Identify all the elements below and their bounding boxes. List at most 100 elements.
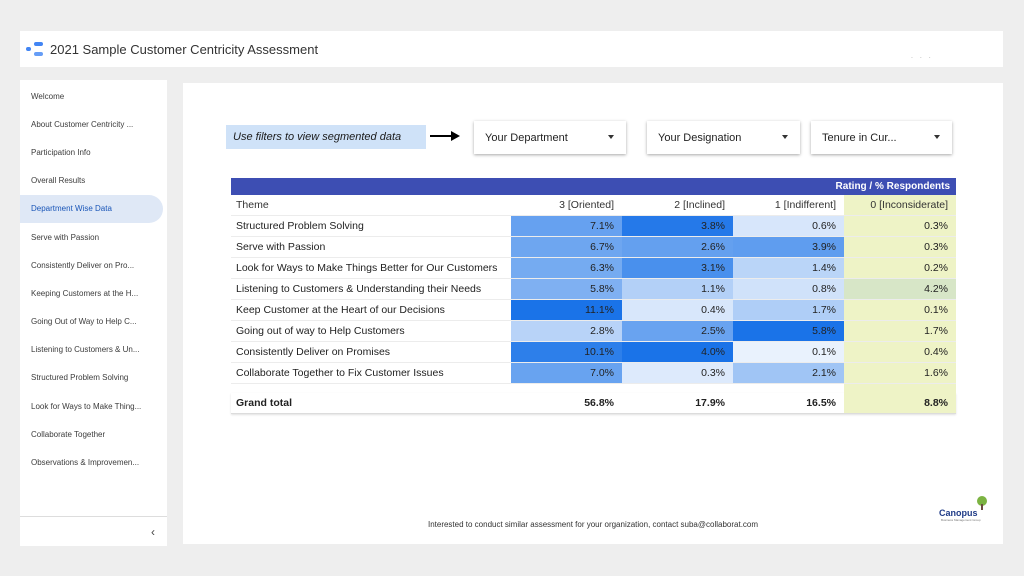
value-cell-indifferent: 0.8% bbox=[733, 279, 844, 299]
value-cell-indifferent: 0.1% bbox=[733, 342, 844, 362]
theme-cell: Structured Problem Solving bbox=[236, 220, 364, 232]
filter-label: Tenure in Cur... bbox=[822, 131, 897, 144]
value-cell-oriented: 2.8% bbox=[511, 321, 622, 341]
filter-dropdown-tenure[interactable]: Tenure in Cur... bbox=[811, 121, 952, 154]
table-row: Look for Ways to Make Things Better for … bbox=[231, 258, 956, 279]
value-cell-inclined: 3.1% bbox=[622, 258, 733, 278]
sidebar-item-structured-problem-solving[interactable]: Structured Problem Solving bbox=[31, 373, 129, 383]
table-row: Serve with Passion 6.7% 2.6% 3.9% 0.3% bbox=[231, 237, 956, 258]
value-cell-indifferent: 1.7% bbox=[733, 300, 844, 320]
column-header-inclined[interactable]: 2 [Inclined] bbox=[674, 199, 725, 211]
footer-contact-text: Interested to conduct similar assessment… bbox=[427, 520, 759, 529]
sidebar-item-about-customer-centricity[interactable]: About Customer Centricity ... bbox=[31, 119, 134, 129]
arrow-right-icon bbox=[430, 131, 460, 141]
value-cell-inconsiderate: 0.3% bbox=[844, 237, 956, 257]
table-row: Structured Problem Solving 7.1% 3.8% 0.6% 0.… bbox=[231, 216, 956, 237]
table-row: Going out of way to Help Customers 2.8% 2.… bbox=[231, 321, 956, 342]
table-row: Consistently Deliver on Promises 10.1% 4.0… bbox=[231, 342, 956, 363]
looker-studio-logo-icon bbox=[26, 40, 44, 58]
value-cell-oriented: 10.1% bbox=[511, 342, 622, 362]
value-cell-indifferent: 0.6% bbox=[733, 216, 844, 236]
value-cell-indifferent: 3.9% bbox=[733, 237, 844, 257]
filter-dropdown-department[interactable]: Your Department bbox=[474, 121, 626, 154]
value-cell-inclined: 4.0% bbox=[622, 342, 733, 362]
value-cell-oriented: 5.8% bbox=[511, 279, 622, 299]
header-ellipsis: · · · bbox=[910, 53, 933, 62]
value-cell-indifferent: 2.1% bbox=[733, 363, 844, 383]
theme-cell: Collaborate Together to Fix Customer Iss… bbox=[236, 367, 444, 379]
theme-cell: Keep Customer at the Heart of our Decisi… bbox=[236, 304, 445, 316]
sidebar-item-observations-improvemen[interactable]: Observations & Improvemen... bbox=[31, 458, 140, 468]
grand-total-row: Grand total 56.8% 17.9% 16.5% 8.8% bbox=[231, 393, 956, 414]
tree-icon bbox=[977, 496, 987, 510]
value-cell-oriented: 7.1% bbox=[511, 216, 622, 236]
table-row: Keep Customer at the Heart of our Decisi… bbox=[231, 300, 956, 321]
grand-total-label: Grand total bbox=[236, 397, 293, 409]
sidebar-item-department-wise-data[interactable]: Department Wise Data bbox=[20, 194, 163, 223]
column-header-inconsiderate[interactable]: 0 [Inconsiderate] bbox=[844, 195, 956, 215]
column-header-theme[interactable]: Theme bbox=[236, 199, 269, 211]
value-cell-inconsiderate: 0.1% bbox=[844, 300, 956, 320]
table-row: Listening to Customers & Understanding t… bbox=[231, 279, 956, 300]
grand-total-inclined: 17.9% bbox=[695, 397, 725, 409]
report-title: 2021 Sample Customer Centricity Assessme… bbox=[50, 41, 319, 57]
value-cell-oriented: 11.1% bbox=[511, 300, 622, 320]
sidebar-item-listening-to-customers-un[interactable]: Listening to Customers & Un... bbox=[31, 345, 140, 355]
filter-dropdown-designation[interactable]: Your Designation bbox=[647, 121, 800, 154]
table-column-headers: Theme 3 [Oriented] 2 [Inclined] 1 [Indif… bbox=[231, 195, 956, 216]
value-cell-inclined: 2.6% bbox=[622, 237, 733, 257]
sidebar: Welcome About Customer Centricity ... Part… bbox=[20, 80, 167, 546]
sidebar-item-serve-with-passion[interactable]: Serve with Passion bbox=[31, 232, 100, 242]
sidebar-item-participation-info[interactable]: Participation Info bbox=[31, 147, 91, 157]
value-cell-indifferent: 5.8% bbox=[733, 321, 844, 341]
theme-cell: Going out of way to Help Customers bbox=[236, 325, 405, 337]
theme-cell: Serve with Passion bbox=[236, 241, 326, 253]
sidebar-item-welcome[interactable]: Welcome bbox=[31, 91, 65, 101]
sidebar-item-overall-results[interactable]: Overall Results bbox=[31, 176, 86, 186]
table-header-title: Rating / % Respondents bbox=[231, 178, 956, 195]
value-cell-inclined: 1.1% bbox=[622, 279, 733, 299]
column-header-oriented[interactable]: 3 [Oriented] bbox=[559, 199, 614, 211]
value-cell-inclined: 2.5% bbox=[622, 321, 733, 341]
sidebar-item-going-out-of-way-to-help-c[interactable]: Going Out of Way to Help C... bbox=[31, 317, 137, 327]
chevron-left-icon: ‹ bbox=[151, 524, 155, 539]
value-cell-oriented: 6.3% bbox=[511, 258, 622, 278]
theme-cell: Consistently Deliver on Promises bbox=[236, 346, 391, 358]
sidebar-item-consistently-deliver-on-pro[interactable]: Consistently Deliver on Pro... bbox=[31, 260, 135, 270]
value-cell-oriented: 7.0% bbox=[511, 363, 622, 383]
brand-name: Canopus bbox=[939, 508, 978, 518]
value-cell-inconsiderate: 1.6% bbox=[844, 363, 956, 383]
filter-label: Your Designation bbox=[658, 131, 742, 144]
dropdown-caret-icon bbox=[934, 135, 940, 139]
value-cell-inconsiderate: 0.3% bbox=[844, 216, 956, 236]
collapse-sidebar-button[interactable]: ‹ bbox=[20, 516, 167, 546]
canopus-logo: Canopus Business Management Group bbox=[939, 496, 993, 524]
value-cell-inclined: 0.4% bbox=[622, 300, 733, 320]
page-list: Welcome About Customer Centricity ... Part… bbox=[20, 80, 167, 477]
value-cell-inconsiderate: 4.2% bbox=[844, 279, 956, 299]
value-cell-inconsiderate: 0.2% bbox=[844, 258, 956, 278]
report-canvas: Use filters to view segmented data Your … bbox=[183, 83, 1003, 544]
sidebar-item-look-for-ways-to-make-thing[interactable]: Look for Ways to Make Thing... bbox=[31, 401, 142, 411]
grand-total-oriented: 56.8% bbox=[584, 397, 614, 409]
app-header: 2021 Sample Customer Centricity Assessme… bbox=[20, 31, 1003, 67]
department-data-table: Rating / % Respondents Theme 3 [Oriented… bbox=[231, 178, 956, 414]
dropdown-caret-icon bbox=[782, 135, 788, 139]
value-cell-inconsiderate: 0.4% bbox=[844, 342, 956, 362]
value-cell-oriented: 6.7% bbox=[511, 237, 622, 257]
theme-cell: Listening to Customers & Understanding t… bbox=[236, 283, 482, 295]
grand-total-indifferent: 16.5% bbox=[806, 397, 836, 409]
filter-label: Your Department bbox=[485, 131, 568, 144]
sidebar-item-keeping-customers-at-the-h[interactable]: Keeping Customers at the H... bbox=[31, 288, 139, 298]
value-cell-inclined: 3.8% bbox=[622, 216, 733, 236]
column-header-indifferent[interactable]: 1 [Indifferent] bbox=[774, 199, 836, 211]
brand-tagline: Business Management Group bbox=[941, 518, 981, 522]
value-cell-inclined: 0.3% bbox=[622, 363, 733, 383]
filter-hint: Use filters to view segmented data bbox=[226, 125, 426, 149]
value-cell-inconsiderate: 1.7% bbox=[844, 321, 956, 341]
table-spacer bbox=[231, 384, 956, 393]
sidebar-item-collaborate-together[interactable]: Collaborate Together bbox=[31, 429, 106, 439]
table-row: Collaborate Together to Fix Customer Iss… bbox=[231, 363, 956, 384]
dropdown-caret-icon bbox=[608, 135, 614, 139]
value-cell-indifferent: 1.4% bbox=[733, 258, 844, 278]
